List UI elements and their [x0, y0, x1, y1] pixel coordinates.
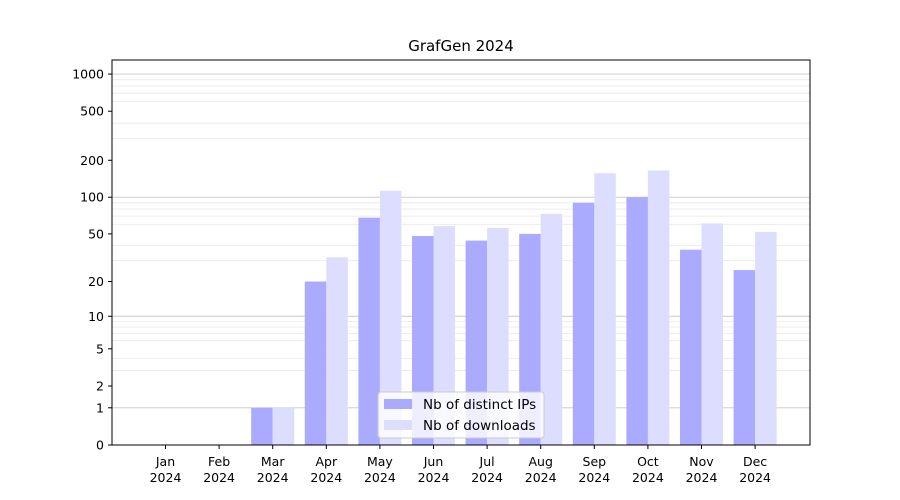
y-tick-label: 1 [96, 400, 104, 415]
x-tick-label-year: 2024 [364, 470, 396, 485]
bar-ips [572, 202, 595, 445]
y-tick-label: 1000 [72, 67, 104, 82]
bar-ips [733, 270, 756, 445]
bar-ips [680, 249, 702, 445]
legend-swatch [384, 399, 412, 409]
legend-box [377, 391, 545, 439]
bar-downloads [594, 173, 616, 445]
bar-downloads [647, 170, 670, 445]
y-tick-label: 0 [96, 438, 104, 453]
x-tick-label-year: 2024 [257, 470, 289, 485]
y-tick-label: 5 [96, 341, 104, 356]
x-tick-label-year: 2024 [632, 470, 664, 485]
x-tick-label-month: Oct [637, 454, 659, 469]
legend: Nb of distinct IPs Nb of downloads [377, 391, 545, 439]
x-tick-label-year: 2024 [578, 470, 610, 485]
axes: 01251020501002005001000Jan2024Feb2024Mar… [72, 59, 811, 485]
x-tick-label-month: Dec [743, 454, 767, 469]
bar-ips [251, 407, 273, 445]
x-tick-label-month: Sep [583, 454, 607, 469]
x-tick-label-year: 2024 [525, 470, 557, 485]
chart-title: GrafGen 2024 [408, 37, 514, 55]
x-tick-label-month: Jun [423, 454, 444, 469]
x-tick-label-month: Jul [479, 454, 495, 469]
y-tick-label: 50 [88, 226, 104, 241]
x-tick-label-month: Mar [261, 454, 285, 469]
bar-downloads [326, 257, 348, 445]
y-tick-label: 20 [88, 274, 104, 289]
legend-label: Nb of distinct IPs [423, 397, 536, 413]
bar-downloads [755, 231, 777, 445]
x-tick-label-month: Jan [155, 454, 175, 469]
legend-label: Nb of downloads [423, 418, 536, 434]
bar-downloads [379, 190, 402, 445]
bar-downloads [701, 223, 723, 445]
x-tick-label-month: Apr [315, 454, 337, 469]
x-tick-label-year: 2024 [686, 470, 718, 485]
x-tick-label-month: May [367, 454, 393, 469]
x-tick-label-year: 2024 [150, 470, 182, 485]
bars [251, 170, 777, 445]
y-tick-label: 100 [80, 190, 104, 205]
gridlines [112, 73, 810, 409]
legend-swatch [384, 420, 412, 430]
plot-frame [111, 59, 811, 446]
bar-ips [626, 197, 648, 445]
x-tick-label-month: Aug [528, 454, 552, 469]
x-tick-label-year: 2024 [471, 470, 503, 485]
x-tick-label-year: 2024 [418, 470, 450, 485]
x-tick-label-year: 2024 [739, 470, 771, 485]
y-tick-label: 200 [80, 153, 104, 168]
bar-downloads [433, 226, 455, 445]
bar-ips [304, 281, 327, 445]
bar-downloads [272, 407, 295, 445]
y-tick-label: 2 [96, 379, 104, 394]
x-tick-label-month: Nov [689, 454, 714, 469]
x-tick-label-year: 2024 [310, 470, 342, 485]
y-tick-label: 500 [80, 104, 104, 119]
bar-downloads [487, 227, 509, 445]
bar-downloads [540, 213, 563, 445]
x-tick-label-year: 2024 [203, 470, 235, 485]
y-tick-label: 10 [88, 309, 104, 324]
bar-ips [358, 217, 380, 445]
x-tick-label-month: Feb [208, 454, 230, 469]
